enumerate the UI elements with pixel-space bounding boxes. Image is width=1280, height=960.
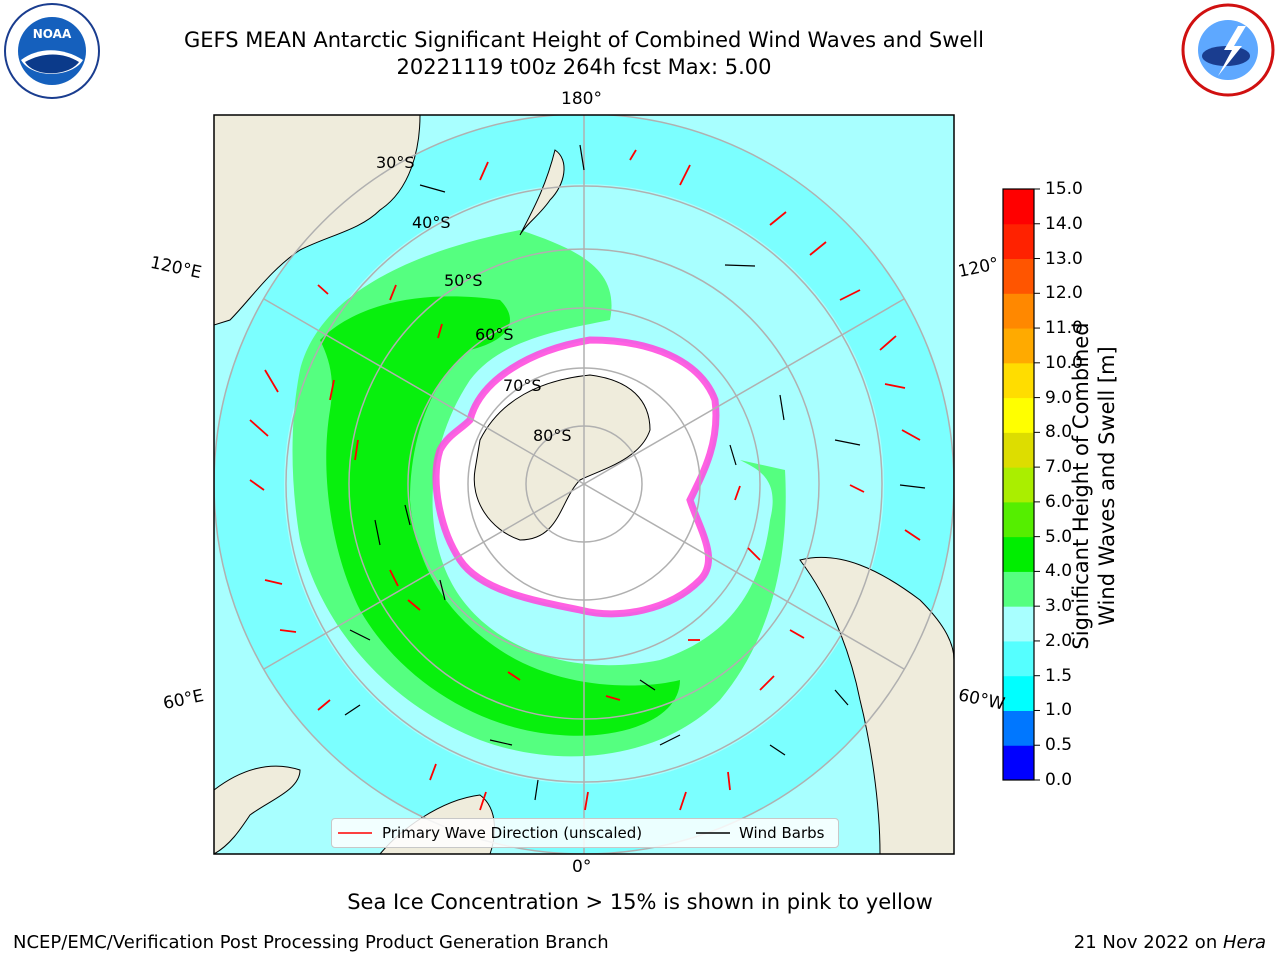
colorbar-tick-label: 1.5 bbox=[1045, 665, 1073, 686]
map-legend: Primary Wave Direction (unscaled) Wind B… bbox=[331, 818, 839, 848]
colorbar-segment bbox=[1003, 189, 1034, 225]
colorbar-tick-label: 9.0 bbox=[1045, 387, 1073, 408]
colorbar-tick-label: 5.0 bbox=[1045, 526, 1073, 547]
colorbar-segment bbox=[1003, 710, 1034, 746]
colorbar-tick-label: 15.0 bbox=[1045, 179, 1083, 199]
lat-label-40: 40°S bbox=[412, 213, 451, 232]
colorbar-label-line2: Wind Waves and Swell [m] bbox=[1095, 346, 1119, 626]
new-zealand-land bbox=[519, 149, 565, 236]
nws-logo bbox=[1181, 3, 1275, 97]
colorbar-segment bbox=[1003, 362, 1034, 399]
colorbar-segment bbox=[1003, 258, 1034, 294]
footer-host: Hera bbox=[1222, 932, 1266, 953]
colorbar-tick-label: 13.0 bbox=[1045, 248, 1083, 269]
colorbar-tick-label: 11.0 bbox=[1045, 318, 1083, 339]
chart-title: GEFS MEAN Antarctic Significant Height o… bbox=[183, 28, 985, 52]
colorbar-tick-label: 0.0 bbox=[1045, 770, 1073, 790]
colorbar-segment bbox=[1003, 328, 1034, 364]
colorbar-tick-label: 0.5 bbox=[1045, 735, 1073, 756]
footer-branch: NCEP/EMC/Verification Post Processing Pr… bbox=[13, 932, 609, 953]
colorbar-tick-label: 4.0 bbox=[1045, 561, 1073, 582]
colorbar-segment bbox=[1003, 675, 1034, 711]
colorbar-tick-label: 1.0 bbox=[1045, 700, 1073, 721]
colorbar-segment bbox=[1003, 467, 1034, 503]
colorbar-segment bbox=[1003, 745, 1034, 781]
lat-label-30: 30°S bbox=[376, 153, 415, 172]
wave-4-5-region bbox=[320, 296, 680, 736]
wave-legend-label: Primary Wave Direction (unscaled) bbox=[382, 824, 643, 842]
colorbar-segment bbox=[1003, 432, 1034, 468]
sea-ice-edge bbox=[432, 336, 720, 618]
colorbar-tick-label: 8.0 bbox=[1045, 422, 1073, 443]
wave-legend-line bbox=[338, 832, 372, 834]
colorbar-segment bbox=[1003, 606, 1034, 642]
chart-subtitle: 20221119 t00z 264h fcst Max: 5.00 bbox=[396, 55, 772, 79]
wind-legend-line bbox=[696, 832, 730, 834]
colorbar-tick-label: 6.0 bbox=[1045, 491, 1073, 512]
south-america-land bbox=[799, 556, 954, 854]
colorbar-tick-label: 2.0 bbox=[1045, 630, 1073, 651]
svg-text:NOAA: NOAA bbox=[33, 27, 72, 41]
colorbar-segment bbox=[1003, 223, 1034, 260]
antarctica-land bbox=[473, 374, 651, 541]
colorbar bbox=[1002, 188, 1040, 781]
colorbar-segment bbox=[1003, 397, 1034, 433]
madagascar-land bbox=[214, 765, 301, 854]
australia-land bbox=[214, 115, 421, 326]
wave-direction-arrows bbox=[249, 149, 921, 811]
lat-label-60: 60°S bbox=[475, 325, 514, 344]
colorbar-frame bbox=[1002, 188, 1035, 781]
lon-label-top: 180° bbox=[561, 89, 602, 109]
sea-ice-note: Sea Ice Concentration > 15% is shown in … bbox=[347, 890, 933, 914]
colorbar-tick-label: 14.0 bbox=[1045, 213, 1083, 234]
map-frame bbox=[213, 114, 955, 855]
colorbar-segment bbox=[1003, 571, 1034, 607]
wind-legend-label: Wind Barbs bbox=[739, 824, 825, 842]
footer-date: 21 Nov 2022 on Hera bbox=[1074, 932, 1266, 953]
colorbar-segment bbox=[1003, 293, 1034, 329]
colorbar-tick-label: 7.0 bbox=[1045, 457, 1073, 478]
colorbar-tick-label: 3.0 bbox=[1045, 596, 1073, 617]
lat-label-80: 80°S bbox=[533, 426, 572, 445]
colorbar-tick-label: 12.0 bbox=[1045, 283, 1083, 304]
meridian-lines bbox=[263, 115, 905, 854]
noaa-logo: NOAA bbox=[4, 3, 100, 99]
wind-barbs bbox=[344, 144, 926, 801]
colorbar-segment bbox=[1003, 640, 1034, 677]
colorbar-segment bbox=[1003, 536, 1034, 572]
colorbar-segment bbox=[1003, 501, 1034, 538]
footer-date-text: 21 Nov 2022 on bbox=[1073, 932, 1223, 953]
lon-label-bottom: 0° bbox=[572, 857, 592, 877]
colorbar-tick-label: 10.0 bbox=[1045, 352, 1083, 373]
lat-label-70: 70°S bbox=[503, 376, 542, 395]
lat-label-50: 50°S bbox=[444, 271, 483, 290]
